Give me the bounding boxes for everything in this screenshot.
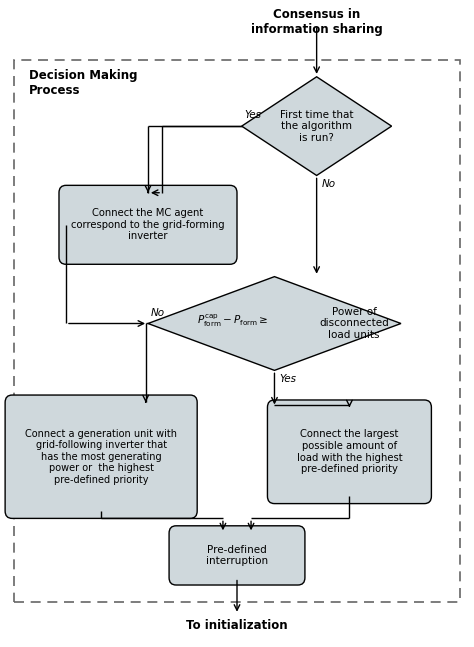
Text: Connect a generation unit with
grid-following inverter that
has the most generat: Connect a generation unit with grid-foll… (25, 428, 177, 485)
Text: Yes: Yes (279, 375, 296, 384)
Text: Pre-defined
interruption: Pre-defined interruption (206, 545, 268, 566)
Text: No: No (150, 307, 164, 318)
Text: To initialization: To initialization (186, 619, 288, 631)
Text: Consensus in
information sharing: Consensus in information sharing (251, 8, 383, 36)
Polygon shape (148, 277, 401, 370)
FancyBboxPatch shape (169, 526, 305, 585)
Text: Connect the MC agent
correspond to the grid-forming
inverter: Connect the MC agent correspond to the g… (71, 208, 225, 241)
FancyBboxPatch shape (267, 400, 431, 503)
Text: First time that
the algorithm
is run?: First time that the algorithm is run? (280, 109, 354, 143)
FancyBboxPatch shape (59, 185, 237, 264)
Text: Yes: Yes (244, 110, 261, 120)
FancyBboxPatch shape (5, 395, 197, 518)
Text: Connect the largest
possible amount of
load with the highest
pre-defined priorit: Connect the largest possible amount of l… (297, 430, 402, 474)
Text: $P_{\mathrm{form}}^{\mathrm{cap}} - P_{\mathrm{form}} \geq$: $P_{\mathrm{form}}^{\mathrm{cap}} - P_{\… (197, 313, 268, 329)
Polygon shape (242, 77, 392, 175)
Text: Decision Making
Process: Decision Making Process (28, 69, 137, 98)
Text: Power of
disconnected
load units: Power of disconnected load units (319, 307, 389, 340)
Text: No: No (321, 179, 336, 190)
